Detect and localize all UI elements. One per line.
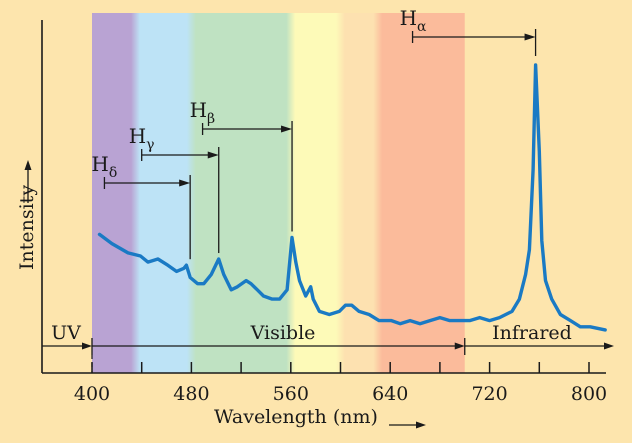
x-tick-label: 800 [571, 383, 607, 405]
x-tick-label: 640 [372, 383, 408, 405]
spectrum-curve [97, 63, 607, 332]
region-arrows: UV Visible Infrared [42, 322, 614, 373]
annotation-label: Hβ [190, 98, 216, 127]
annotation-label: Hα [400, 6, 427, 35]
arrowhead-icon [454, 342, 465, 350]
x-axis-title-group: Wavelength (nm) [214, 406, 426, 429]
y-axis-arrow-icon [24, 160, 32, 203]
region-infrared: Infrared [464, 322, 614, 355]
region-label: Visible [250, 322, 316, 344]
spectral-color-bands [92, 13, 465, 373]
balmer-line-annotations: Hδ Hγ Hβ Hα [91, 6, 537, 260]
y-axis-title-group: Intensity [16, 160, 38, 270]
y-axis-title: Intensity [16, 185, 38, 270]
arrowhead-icon [604, 342, 614, 350]
x-tick-label: 720 [471, 383, 507, 405]
annotation-hgamma: Hγ [129, 124, 220, 254]
annotation-hdelta: Hδ [91, 152, 191, 260]
x-axis-title: Wavelength (nm) [214, 406, 378, 428]
arrowhead-icon [82, 342, 92, 350]
region-label: UV [51, 322, 81, 344]
annotation-halpha: Hα [400, 6, 537, 56]
arrowhead-icon [207, 151, 219, 159]
arrowhead-icon [524, 33, 536, 41]
annotation-hbeta: Hβ [190, 98, 293, 232]
axes: 400 480 560 640 720 800 [41, 20, 607, 405]
annotation-label: Hγ [129, 124, 155, 153]
arrowhead-icon [281, 125, 293, 133]
x-axis-arrow-icon [389, 421, 426, 429]
annotation-label: Hδ [91, 152, 117, 181]
x-tick-label: 400 [74, 383, 110, 405]
region-visible: Visible [91, 322, 465, 355]
x-tick-label: 560 [273, 383, 309, 405]
region-uv: UV [42, 322, 92, 350]
arrowhead-icon [179, 179, 191, 187]
x-tick-label: 480 [173, 383, 209, 405]
visible-spectrum-band [92, 13, 465, 373]
region-label: Infrared [492, 322, 572, 344]
